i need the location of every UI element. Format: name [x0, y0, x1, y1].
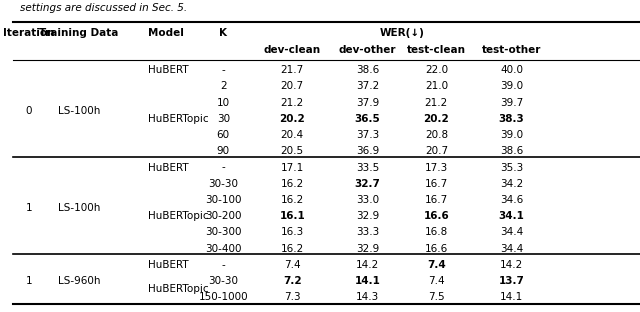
Text: 16.7: 16.7: [425, 179, 448, 189]
Text: test-other: test-other: [482, 45, 541, 55]
Text: 16.6: 16.6: [425, 244, 448, 254]
Text: 1: 1: [26, 276, 33, 286]
Text: test-clean: test-clean: [407, 45, 466, 55]
Text: 16.8: 16.8: [425, 227, 448, 237]
Text: 37.3: 37.3: [356, 130, 379, 140]
Text: LS-960h: LS-960h: [58, 276, 100, 286]
Text: 20.2: 20.2: [279, 114, 305, 124]
Text: 20.5: 20.5: [281, 146, 304, 156]
Text: 40.0: 40.0: [500, 65, 523, 75]
Text: 7.4: 7.4: [428, 276, 445, 286]
Text: 33.0: 33.0: [356, 195, 379, 205]
Text: 38.6: 38.6: [356, 65, 379, 75]
Text: HuBERTopic: HuBERTopic: [148, 211, 209, 221]
Text: 16.2: 16.2: [280, 179, 304, 189]
Text: K: K: [220, 28, 227, 38]
Text: 16.3: 16.3: [280, 227, 304, 237]
Text: WER(↓): WER(↓): [380, 28, 424, 38]
Text: 20.7: 20.7: [425, 146, 448, 156]
Text: 36.9: 36.9: [356, 146, 379, 156]
Text: 34.2: 34.2: [500, 179, 523, 189]
Text: 60: 60: [217, 130, 230, 140]
Text: 30-30: 30-30: [208, 179, 238, 189]
Text: 1: 1: [26, 203, 33, 213]
Text: settings are discussed in Sec. 5.: settings are discussed in Sec. 5.: [20, 3, 187, 13]
Text: HuBERT: HuBERT: [148, 163, 189, 173]
Text: 34.1: 34.1: [499, 211, 524, 221]
Text: 14.3: 14.3: [356, 292, 379, 302]
Text: dev-clean: dev-clean: [264, 45, 321, 55]
Text: 14.1: 14.1: [355, 276, 380, 286]
Text: Iteration: Iteration: [3, 28, 55, 38]
Text: -: -: [221, 163, 225, 173]
Text: 7.4: 7.4: [284, 260, 301, 270]
Text: 16.6: 16.6: [424, 211, 449, 221]
Text: 13.7: 13.7: [499, 276, 524, 286]
Text: -: -: [221, 65, 225, 75]
Text: 34.4: 34.4: [500, 227, 523, 237]
Text: 38.3: 38.3: [499, 114, 524, 124]
Text: dev-other: dev-other: [339, 45, 396, 55]
Text: 7.5: 7.5: [428, 292, 445, 302]
Text: 39.7: 39.7: [500, 98, 523, 108]
Text: HuBERT: HuBERT: [148, 65, 189, 75]
Text: 14.2: 14.2: [500, 260, 523, 270]
Text: 32.9: 32.9: [356, 211, 379, 221]
Text: 21.0: 21.0: [425, 81, 448, 91]
Text: 36.5: 36.5: [355, 114, 380, 124]
Text: 21.2: 21.2: [280, 98, 304, 108]
Text: LS-100h: LS-100h: [58, 106, 100, 116]
Text: 37.2: 37.2: [356, 81, 379, 91]
Text: 38.6: 38.6: [500, 146, 523, 156]
Text: 0: 0: [26, 106, 32, 116]
Text: 21.7: 21.7: [280, 65, 304, 75]
Text: 90: 90: [217, 146, 230, 156]
Text: 7.3: 7.3: [284, 292, 301, 302]
Text: 10: 10: [217, 98, 230, 108]
Text: 22.0: 22.0: [425, 65, 448, 75]
Text: 14.2: 14.2: [356, 260, 379, 270]
Text: 32.7: 32.7: [355, 179, 380, 189]
Text: 34.4: 34.4: [500, 244, 523, 254]
Text: 30-100: 30-100: [205, 195, 241, 205]
Text: 21.2: 21.2: [425, 98, 448, 108]
Text: HuBERTopic: HuBERTopic: [148, 114, 209, 124]
Text: 150-1000: 150-1000: [198, 292, 248, 302]
Text: 20.8: 20.8: [425, 130, 448, 140]
Text: 34.6: 34.6: [500, 195, 523, 205]
Text: -: -: [221, 260, 225, 270]
Text: 20.4: 20.4: [281, 130, 304, 140]
Text: 33.3: 33.3: [356, 227, 379, 237]
Text: 17.1: 17.1: [280, 163, 304, 173]
Text: 14.1: 14.1: [500, 292, 523, 302]
Text: LS-100h: LS-100h: [58, 203, 100, 213]
Text: 30-400: 30-400: [205, 244, 241, 254]
Text: 7.2: 7.2: [283, 276, 301, 286]
Text: 30-300: 30-300: [205, 227, 241, 237]
Text: 16.2: 16.2: [280, 244, 304, 254]
Text: 7.4: 7.4: [427, 260, 445, 270]
Text: 30-200: 30-200: [205, 211, 241, 221]
Text: 39.0: 39.0: [500, 130, 523, 140]
Text: 16.1: 16.1: [279, 211, 305, 221]
Text: Training Data: Training Data: [40, 28, 119, 38]
Text: 39.0: 39.0: [500, 81, 523, 91]
Text: 16.7: 16.7: [425, 195, 448, 205]
Text: 30: 30: [217, 114, 230, 124]
Text: 30-30: 30-30: [208, 276, 238, 286]
Text: 35.3: 35.3: [500, 163, 523, 173]
Text: 32.9: 32.9: [356, 244, 379, 254]
Text: 20.2: 20.2: [424, 114, 449, 124]
Text: HuBERT: HuBERT: [148, 260, 189, 270]
Text: 20.7: 20.7: [281, 81, 304, 91]
Text: HuBERTopic: HuBERTopic: [148, 284, 209, 294]
Text: 16.2: 16.2: [280, 195, 304, 205]
Text: 37.9: 37.9: [356, 98, 379, 108]
Text: 33.5: 33.5: [356, 163, 379, 173]
Text: 17.3: 17.3: [425, 163, 448, 173]
Text: Model: Model: [148, 28, 184, 38]
Text: 2: 2: [220, 81, 227, 91]
